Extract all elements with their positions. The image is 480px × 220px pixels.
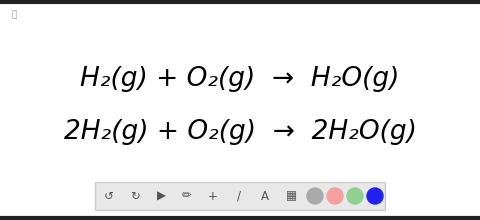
Text: A: A: [261, 189, 269, 202]
Bar: [95, 182, 385, 210]
Circle shape: [307, 188, 323, 204]
Text: ↺: ↺: [104, 189, 114, 202]
Text: ▦: ▦: [286, 189, 297, 202]
Text: /: /: [237, 189, 241, 202]
Text: ↻: ↻: [130, 189, 140, 202]
Text: +: +: [208, 189, 218, 202]
Text: ✏: ✏: [182, 189, 192, 202]
Text: H₂(g) + O₂(g)  →  H₂O(g): H₂(g) + O₂(g) → H₂O(g): [80, 66, 400, 92]
Circle shape: [367, 188, 383, 204]
Text: ⓘ: ⓘ: [12, 11, 17, 20]
Text: ▶: ▶: [156, 189, 166, 202]
Circle shape: [347, 188, 363, 204]
Circle shape: [327, 188, 343, 204]
Text: 2H₂(g) + O₂(g)  →  2H₂O(g): 2H₂(g) + O₂(g) → 2H₂O(g): [63, 119, 417, 145]
